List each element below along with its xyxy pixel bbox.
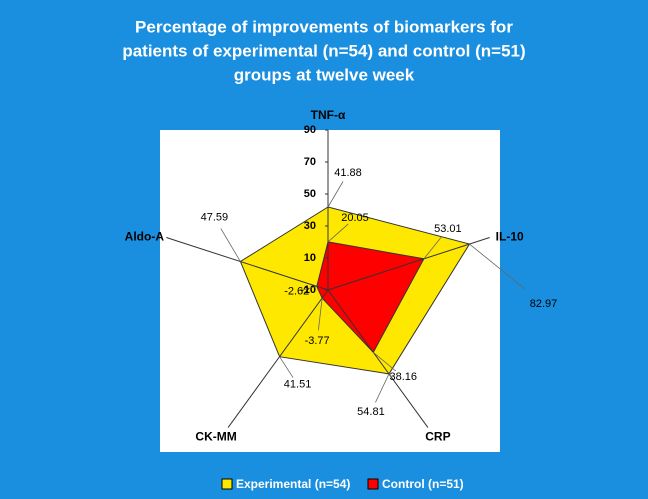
series-area [316, 241, 425, 354]
axis-line [227, 289, 329, 428]
tick-label: 50 [304, 188, 316, 200]
legend-swatch [367, 478, 379, 490]
leader-line [373, 352, 397, 372]
data-label: 47.59 [201, 211, 229, 223]
legend-label: Experimental (n=54) [236, 477, 350, 491]
axis-label: CK-MM [195, 430, 236, 444]
leader-line [469, 243, 526, 290]
axis-line [327, 289, 429, 428]
data-label: 38.16 [390, 371, 418, 383]
data-label: 41.51 [284, 379, 312, 391]
data-label: 82.97 [530, 298, 558, 310]
axis-label: CRP [425, 430, 450, 444]
tick-label: 30 [304, 220, 316, 232]
leader-line [423, 236, 443, 260]
axis-label: IL-10 [496, 230, 524, 244]
legend-label: Control (n=51) [382, 477, 464, 491]
leader-line [327, 223, 349, 243]
data-label: -2.62 [284, 285, 309, 297]
tick-label: -10 [300, 284, 316, 296]
axis-label: Aldo-A [125, 230, 165, 244]
chart-title: groups at twelve week [234, 65, 415, 84]
leader-line [279, 356, 294, 378]
axis-line [327, 236, 490, 291]
leader-line [317, 298, 323, 331]
data-label: -3.77 [305, 335, 330, 347]
tick-label: 70 [304, 156, 316, 168]
leader-line [301, 285, 317, 291]
leader-line [220, 228, 241, 262]
tick-label: 90 [304, 124, 316, 136]
axis-label: TNF-α [311, 108, 346, 122]
data-label: 41.88 [334, 167, 362, 179]
chart-title: patients of experimental (n=54) and cont… [122, 41, 525, 60]
data-label: 20.05 [341, 212, 369, 224]
chart-title: Percentage of improvements of biomarkers… [135, 17, 513, 36]
leader-line [375, 373, 390, 403]
axis-line [166, 236, 329, 291]
leader-line [327, 181, 344, 208]
data-label: 54.81 [357, 406, 385, 418]
legend-swatch [221, 478, 233, 490]
tick-label: 10 [304, 252, 316, 264]
data-label: 53.01 [434, 223, 462, 235]
